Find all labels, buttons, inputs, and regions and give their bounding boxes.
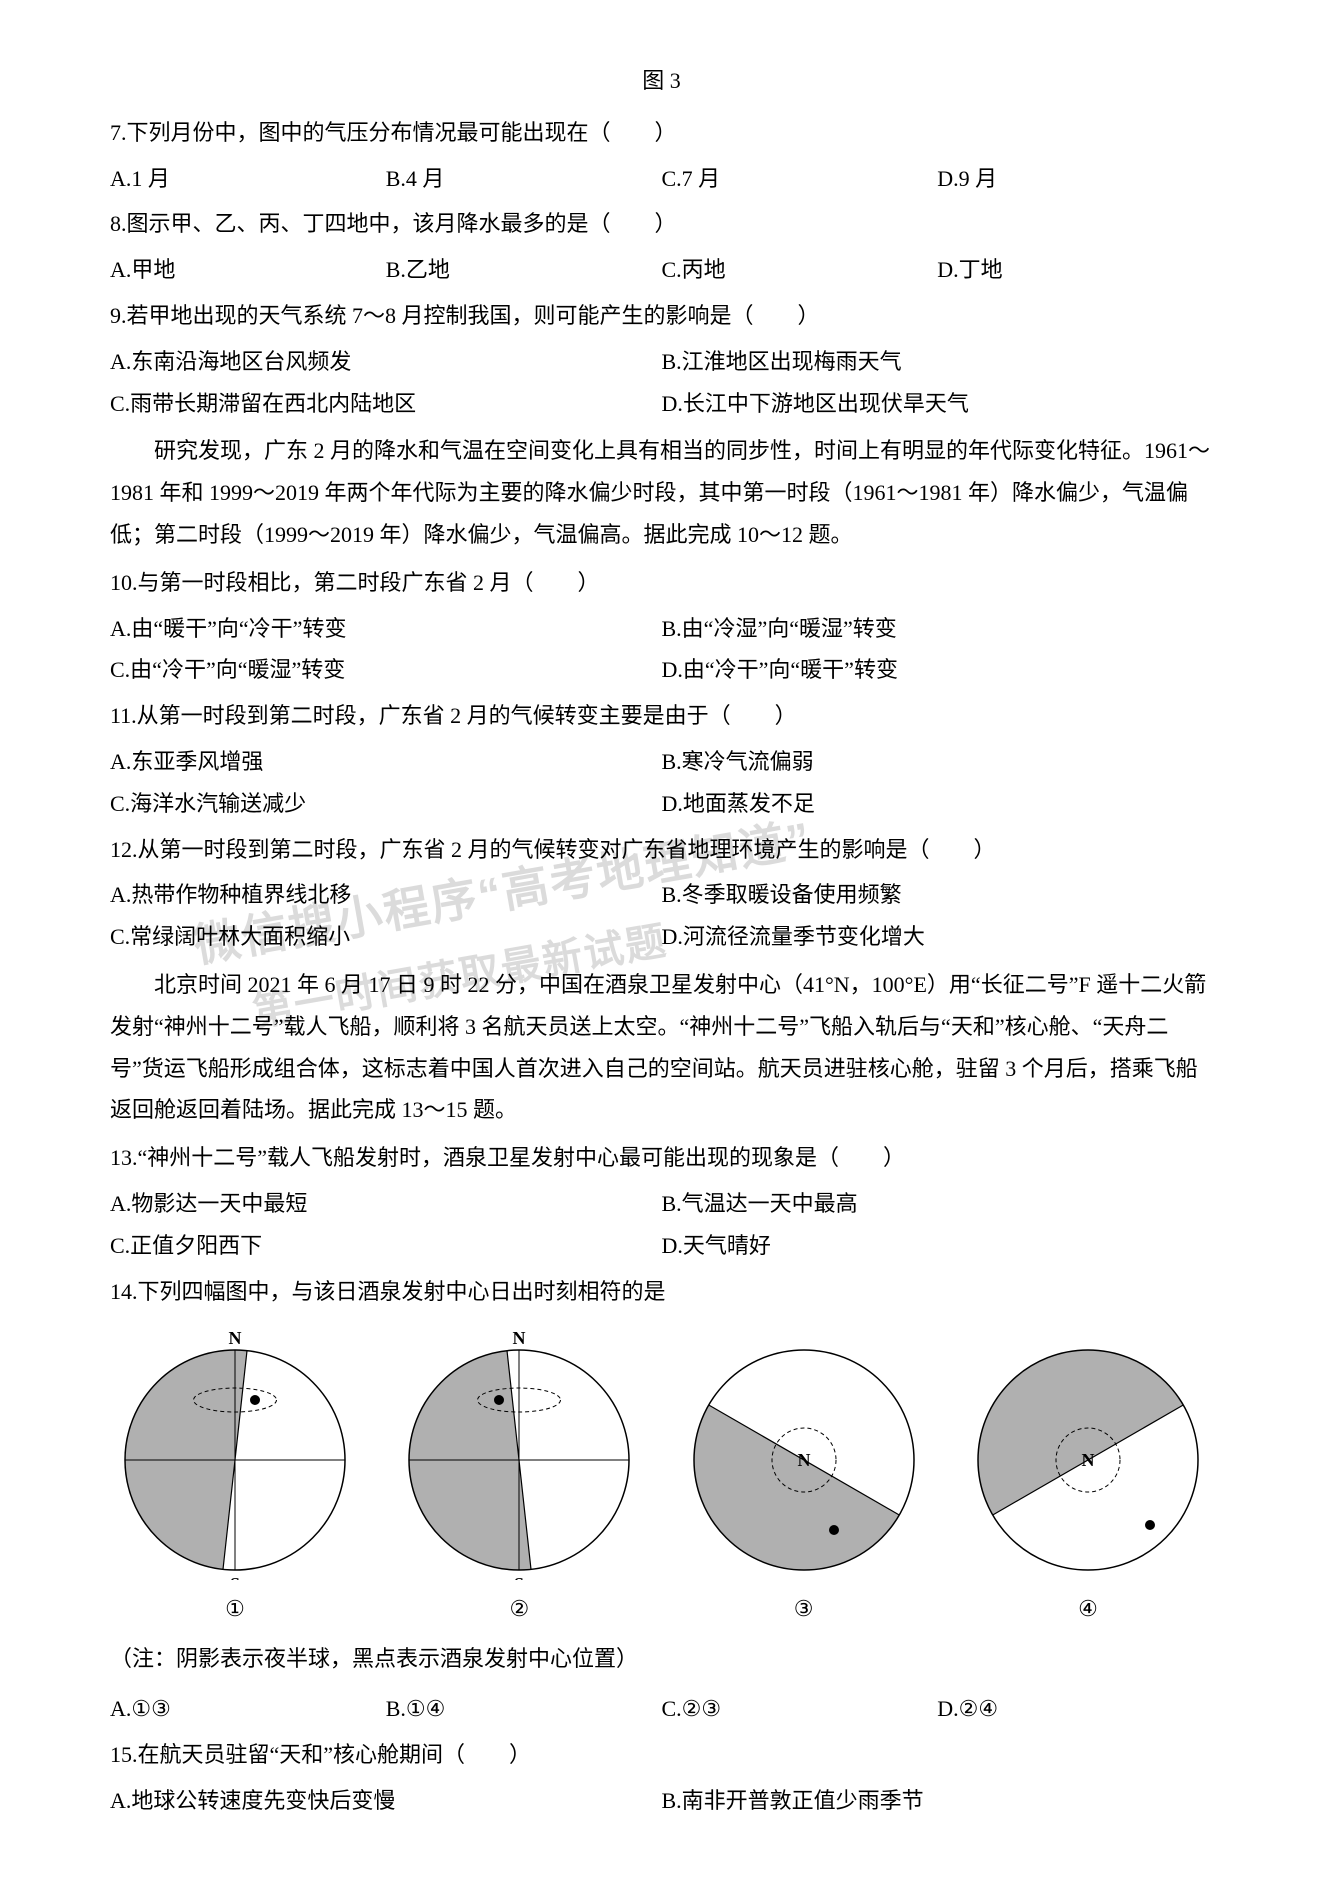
diagram-3-label: ③	[679, 1588, 929, 1630]
q9-opt-d: D.长江中下游地区出现伏旱天气	[662, 383, 1214, 425]
question-7-text: 7.下列月份中，图中的气压分布情况最可能出现在（ ）	[110, 112, 1213, 154]
diagram-1: NS ①	[110, 1330, 360, 1630]
diagram-4-label: ④	[963, 1588, 1213, 1630]
question-15-options: A.地球公转速度先变快后变慢 B.南非开普敦正值少雨季节	[110, 1780, 1213, 1822]
q9-opt-b: B.江淮地区出现梅雨天气	[662, 341, 1214, 383]
q8-opt-d: D.丁地	[937, 249, 1213, 291]
globe-1-svg: NS	[110, 1330, 360, 1580]
q7-opt-c: C.7 月	[662, 158, 938, 200]
figure3-caption: 图 3	[110, 60, 1213, 102]
q8-opt-a: A.甲地	[110, 249, 386, 291]
passage-10-12: 研究发现，广东 2 月的降水和气温在空间变化上具有相当的同步性，时间上有明显的年…	[110, 430, 1213, 555]
q11-opt-b: B.寒冷气流偏弱	[662, 741, 1214, 783]
q9-opt-a: A.东南沿海地区台风频发	[110, 341, 662, 383]
q10-opt-c: C.由“冷干”向“暖湿”转变	[110, 649, 662, 691]
question-15-text: 15.在航天员驻留“天和”核心舱期间（ ）	[110, 1734, 1213, 1776]
q13-opt-b: B.气温达一天中最高	[662, 1183, 1214, 1225]
question-14-options: A.①③ B.①④ C.②③ D.②④	[110, 1688, 1213, 1730]
q11-opt-c: C.海洋水汽输送减少	[110, 783, 662, 825]
q7-opt-a: A.1 月	[110, 158, 386, 200]
globe-2-svg: NS	[394, 1330, 644, 1580]
q11-opt-a: A.东亚季风增强	[110, 741, 662, 783]
question-12-options-2: C.常绿阔叶林大面积缩小 D.河流径流量季节变化增大	[110, 916, 1213, 958]
q9-opt-c: C.雨带长期滞留在西北内陆地区	[110, 383, 662, 425]
svg-text:S: S	[514, 1574, 524, 1580]
q12-opt-d: D.河流径流量季节变化增大	[662, 916, 1214, 958]
diagram-2-label: ②	[394, 1588, 644, 1630]
question-11-text: 11.从第一时段到第二时段，广东省 2 月的气候转变主要是由于（ ）	[110, 695, 1213, 737]
question-11-options: A.东亚季风增强 B.寒冷气流偏弱	[110, 741, 1213, 783]
q13-opt-d: D.天气晴好	[662, 1225, 1214, 1267]
q14-opt-d: D.②④	[937, 1688, 1213, 1730]
q13-opt-a: A.物影达一天中最短	[110, 1183, 662, 1225]
question-7-options: A.1 月 B.4 月 C.7 月 D.9 月	[110, 158, 1213, 200]
svg-text:N: N	[513, 1330, 526, 1348]
passage-13-15: 北京时间 2021 年 6 月 17 日 9 时 22 分，中国在酒泉卫星发射中…	[110, 964, 1213, 1131]
q12-opt-b: B.冬季取暖设备使用频繁	[662, 874, 1214, 916]
svg-text:N: N	[229, 1330, 242, 1348]
diagram-2: NS ②	[394, 1330, 644, 1630]
globe-4-svg: N	[963, 1330, 1213, 1580]
question-8-options: A.甲地 B.乙地 C.丙地 D.丁地	[110, 249, 1213, 291]
q14-opt-a: A.①③	[110, 1688, 386, 1730]
diagram-1-label: ①	[110, 1588, 360, 1630]
q8-opt-c: C.丙地	[662, 249, 938, 291]
q14-diagrams: NS ① NS ② N ③ N ④	[110, 1330, 1213, 1630]
q14-opt-c: C.②③	[662, 1688, 938, 1730]
q10-opt-b: B.由“冷湿”向“暖湿”转变	[662, 608, 1214, 650]
q7-opt-d: D.9 月	[937, 158, 1213, 200]
diagram-4: N ④	[963, 1330, 1213, 1630]
q14-opt-b: B.①④	[386, 1688, 662, 1730]
question-13-text: 13.“神州十二号”载人飞船发射时，酒泉卫星发射中心最可能出现的现象是（ ）	[110, 1137, 1213, 1179]
q8-opt-b: B.乙地	[386, 249, 662, 291]
question-9-options-2: C.雨带长期滞留在西北内陆地区 D.长江中下游地区出现伏旱天气	[110, 383, 1213, 425]
globe-3-svg: N	[679, 1330, 929, 1580]
question-12-text: 12.从第一时段到第二时段，广东省 2 月的气候转变对广东省地理环境产生的影响是…	[110, 829, 1213, 871]
question-9-text: 9.若甲地出现的天气系统 7～8 月控制我国，则可能产生的影响是（ ）	[110, 295, 1213, 337]
q13-opt-c: C.正值夕阳西下	[110, 1225, 662, 1267]
q15-opt-b: B.南非开普敦正值少雨季节	[662, 1780, 1214, 1822]
q14-note: （注：阴影表示夜半球，黑点表示酒泉发射中心位置）	[110, 1638, 1213, 1680]
q10-opt-d: D.由“冷干”向“暖干”转变	[662, 649, 1214, 691]
q11-opt-d: D.地面蒸发不足	[662, 783, 1214, 825]
question-13-options: A.物影达一天中最短 B.气温达一天中最高	[110, 1183, 1213, 1225]
question-13-options-2: C.正值夕阳西下 D.天气晴好	[110, 1225, 1213, 1267]
question-8-text: 8.图示甲、乙、丙、丁四地中，该月降水最多的是（ ）	[110, 203, 1213, 245]
question-10-options-2: C.由“冷干”向“暖湿”转变 D.由“冷干”向“暖干”转变	[110, 649, 1213, 691]
q7-opt-b: B.4 月	[386, 158, 662, 200]
question-12-options: A.热带作物种植界线北移 B.冬季取暖设备使用频繁	[110, 874, 1213, 916]
question-11-options-2: C.海洋水汽输送减少 D.地面蒸发不足	[110, 783, 1213, 825]
question-9-options: A.东南沿海地区台风频发 B.江淮地区出现梅雨天气	[110, 341, 1213, 383]
diagram-3: N ③	[679, 1330, 929, 1630]
q10-opt-a: A.由“暖干”向“冷干”转变	[110, 608, 662, 650]
question-10-options: A.由“暖干”向“冷干”转变 B.由“冷湿”向“暖湿”转变	[110, 608, 1213, 650]
question-14-text: 14.下列四幅图中，与该日酒泉发射中心日出时刻相符的是	[110, 1271, 1213, 1313]
q15-opt-a: A.地球公转速度先变快后变慢	[110, 1780, 662, 1822]
q12-opt-a: A.热带作物种植界线北移	[110, 874, 662, 916]
q12-opt-c: C.常绿阔叶林大面积缩小	[110, 916, 662, 958]
question-10-text: 10.与第一时段相比，第二时段广东省 2 月（ ）	[110, 562, 1213, 604]
svg-text:S: S	[230, 1574, 240, 1580]
